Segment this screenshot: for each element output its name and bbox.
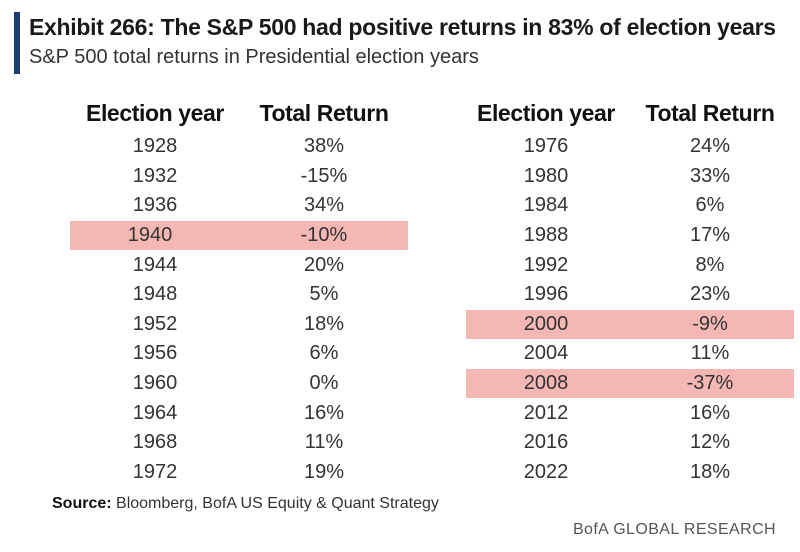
election-year-cell: 1976 [523,135,569,158]
header-election-year: Election year [477,99,615,126]
header-election-year: Election year [86,99,224,126]
total-return-cell: 19% [303,460,345,483]
table-row: 1948 5% [70,280,408,310]
table-row: 1996 23% [466,280,794,310]
election-year-cell: 1988 [523,224,569,247]
election-year-cell: 1952 [132,312,178,335]
election-year-cell: 1936 [132,194,178,217]
total-return-cell: 33% [689,164,731,187]
header-total-return: Total Return [259,99,389,126]
source-label: Source: [52,495,112,512]
returns-table-right: Election year Total Return 1976 24% 1980 33… [466,94,794,487]
source-text: Bloomberg, BofA US Equity & Quant Strate… [116,495,439,512]
header-total-return: Total Return [645,99,775,126]
total-return-cell: 34% [303,194,345,217]
returns-table-left: Election year Total Return 1928 38% 1932 -1… [70,94,408,487]
table-row: 1968 11% [70,428,408,458]
table-row: 1944 20% [70,250,408,280]
exhibit-title: Exhibit 266: The S&P 500 had positive re… [29,14,776,40]
total-return-cell: -37% [626,368,794,399]
election-year-cell: 1996 [523,283,569,306]
total-return-cell: 16% [303,401,345,424]
election-year-cell: 2016 [523,431,569,454]
total-return-cell: 20% [303,253,345,276]
election-year-cell: 1984 [523,194,569,217]
table-row: 2012 16% [466,398,794,428]
table-row: 1992 8% [466,250,794,280]
election-year-cell: 1960 [132,372,178,395]
total-return-cell: 23% [689,283,731,306]
table-row: 1928 38% [70,132,408,162]
total-return-cell: 11% [690,342,730,365]
total-return-cell: 16% [689,401,731,424]
election-year-cell: 2000 [466,309,626,340]
brand-footer: BofA GLOBAL RESEARCH [572,521,776,538]
election-year-cell: 2008 [466,368,626,399]
total-return-cell: 12% [689,431,731,454]
table-row: 1952 18% [70,310,408,340]
table-row: 2008 -37% [466,368,794,399]
table-row: 1940 -10% [70,220,408,251]
election-year-cell: 1956 [132,342,178,365]
table-row: 1932 -15% [70,162,408,192]
election-year-cell: 1972 [132,460,178,483]
header-row: Election year Total Return [466,94,794,132]
table-row: 1936 34% [70,191,408,221]
accent-bar [14,12,20,74]
table-row: 1964 16% [70,398,408,428]
header-row: Election year Total Return [70,94,408,132]
total-return-cell: 18% [689,460,731,483]
election-year-cell: 2012 [523,401,569,424]
election-year-cell: 1992 [523,253,569,276]
exhibit-subtitle: S&P 500 total returns in Presidential el… [29,46,479,68]
election-year-cell: 1948 [132,283,178,306]
table-row: 2004 11% [466,339,794,369]
source-note: Source: Bloomberg, BofA US Equity & Quan… [52,495,439,513]
table-row: 1980 33% [466,162,794,192]
election-year-cell: 1928 [132,135,178,158]
total-return-cell: -10% [240,220,408,251]
table-row: 1972 19% [70,458,408,488]
total-return-cell: 18% [303,312,345,335]
total-return-cell: 8% [695,253,725,276]
election-year-cell: 1944 [132,253,178,276]
election-year-cell: 1964 [132,401,178,424]
total-return-cell: 6% [309,342,339,365]
total-return-cell: 24% [689,135,731,158]
table-row: 1984 6% [466,191,794,221]
table-row: 2016 12% [466,428,794,458]
election-year-cell: 1940 [70,220,240,251]
total-return-cell: 6% [695,194,725,217]
table-row: 1988 17% [466,221,794,251]
table-row: 1960 0% [70,369,408,399]
election-year-cell: 1980 [523,164,569,187]
election-year-cell: 1968 [132,431,178,454]
election-year-cell: 2022 [523,460,569,483]
total-return-cell: 5% [309,283,339,306]
table-row: 1976 24% [466,132,794,162]
table-row: 2000 -9% [466,309,794,340]
total-return-cell: 11% [304,431,344,454]
total-return-cell: 17% [689,224,731,247]
election-year-cell: 2004 [523,342,569,365]
total-return-cell: -9% [626,309,794,340]
table-row: 2022 18% [466,458,794,488]
total-return-cell: -15% [300,164,348,187]
table-row: 1956 6% [70,339,408,369]
total-return-cell: 38% [303,135,345,158]
election-year-cell: 1932 [132,164,178,187]
total-return-cell: 0% [309,372,339,395]
